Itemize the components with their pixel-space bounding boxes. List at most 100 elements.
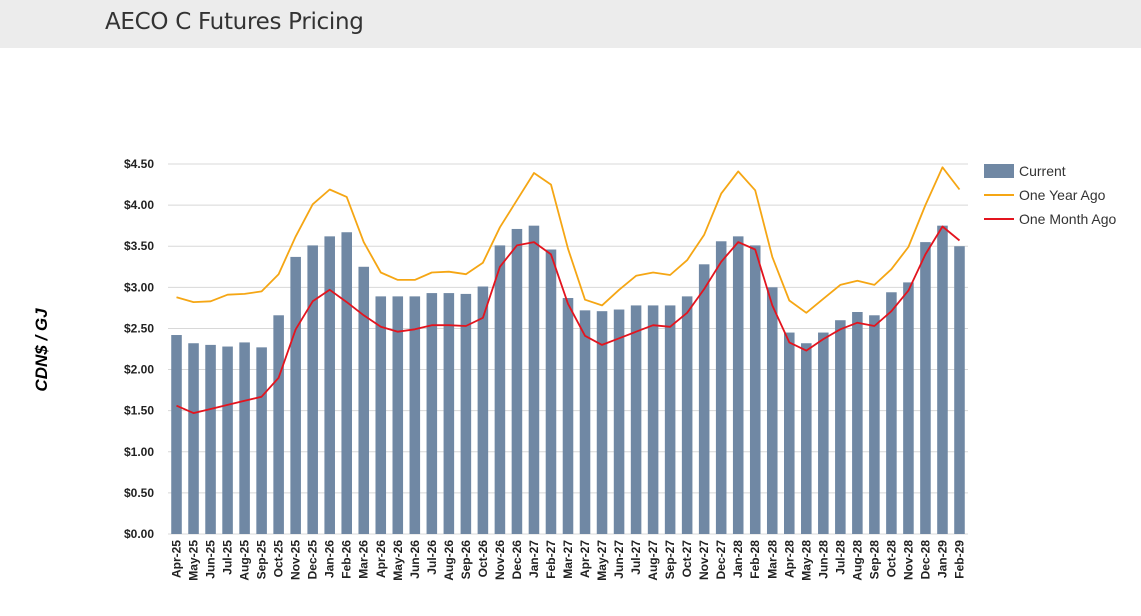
current-bar [324,236,335,534]
price-lines [176,166,961,415]
current-bar [477,286,489,534]
current-bar [205,344,216,534]
current-bar [766,287,778,534]
current-bar [664,305,676,534]
x-tick-label: Sep-25 [255,540,269,580]
x-tick-label: Apr-27 [578,540,592,578]
current-bar [920,242,931,534]
current-bar [886,292,897,534]
x-axis: Apr-25 May-25 Jun-25 Jul-25 Aug-25 Sep-25 Oct-… [170,540,967,581]
y-tick-label: $1.00 [124,445,154,459]
x-tick-label: Jun-27 [612,540,626,579]
x-tick-label: Jan-28 [731,540,745,578]
current-bar [409,296,421,534]
current-bar [528,225,540,534]
x-tick-label: May-28 [799,540,813,581]
x-tick-label: Feb-29 [952,540,966,579]
y-tick-label: $1.50 [124,404,154,418]
x-tick-label: Sep-27 [663,540,677,580]
current-bar [784,332,795,534]
x-tick-label: Nov-27 [697,540,711,580]
y-axis: $0.00 $0.50 $1.00 $1.50 $2.00 $2.50 $3.00 $3.50… [124,157,154,541]
x-tick-label: Oct-28 [884,540,898,578]
legend-label: One Month Ago [1019,211,1117,227]
x-tick-label: Aug-28 [850,540,864,581]
x-tick-label: May-25 [187,540,201,581]
x-tick-label: Jan-27 [527,540,541,578]
current-bar [188,343,199,534]
y-tick-label: $3.50 [124,239,154,253]
x-tick-label: Oct-26 [476,540,490,578]
current-bar [222,346,233,534]
current-bar [358,266,370,534]
y-tick-label: $2.50 [124,321,154,335]
current-bar [801,343,812,534]
x-tick-label: Feb-27 [544,540,558,579]
x-tick-label: Feb-26 [340,540,354,579]
legend-swatch-current [984,164,1014,178]
current-bar [698,264,710,534]
x-tick-label: Oct-25 [272,540,286,578]
current-bar [835,320,846,534]
x-tick-label: Jun-26 [408,540,422,579]
x-tick-label: Apr-26 [374,540,388,578]
x-tick-label: Feb-28 [748,540,762,579]
current-bar [852,312,863,534]
current-bar [749,245,761,534]
current-bar [239,342,250,534]
legend-label: Current [1019,163,1066,179]
current-bar [426,293,438,534]
x-tick-label: Apr-25 [170,540,184,578]
current-bar [818,332,829,534]
current-bar [613,309,625,534]
x-tick-label: Nov-25 [289,540,303,580]
current-bar [290,256,301,534]
current-bar [562,298,574,534]
x-tick-label: May-26 [391,540,405,581]
y-axis-label: CDN$ / GJ [32,308,51,392]
x-tick-label: Nov-28 [901,540,915,580]
x-tick-label: Sep-26 [459,540,473,580]
page-title: AECO C Futures Pricing [105,9,364,35]
y-tick-label: $0.50 [124,486,154,500]
x-tick-label: Dec-27 [714,540,728,580]
current-bar [307,245,318,534]
x-tick-label: Oct-27 [680,540,694,578]
x-tick-label: Jul-28 [833,540,847,575]
current-bar [443,293,455,534]
x-tick-label: Mar-27 [561,540,575,579]
x-tick-label: Mar-26 [357,540,371,579]
current-bar [715,241,727,535]
x-tick-label: Nov-26 [493,540,507,580]
current-bar [511,228,523,534]
one-month-ago-line [176,225,961,415]
page-header: AECO C Futures Pricing [0,0,1141,48]
x-tick-label: Aug-27 [646,540,660,581]
y-tick-label: $4.00 [124,198,154,212]
x-tick-label: Dec-28 [918,540,932,580]
current-bar [341,232,352,534]
x-tick-label: May-27 [595,540,609,581]
current-bar [273,315,284,534]
x-tick-label: Dec-26 [510,540,524,580]
x-tick-label: Apr-28 [782,540,796,578]
current-bar [494,245,506,534]
y-tick-label: $0.00 [124,527,154,541]
y-tick-label: $3.00 [124,280,154,294]
current-bar [869,315,880,534]
x-tick-label: Jun-25 [204,540,218,579]
x-tick-label: Aug-26 [442,540,456,581]
legend-label: One Year Ago [1019,187,1106,203]
current-bars [171,225,965,535]
x-tick-label: Jul-26 [425,540,439,575]
current-bar [903,282,914,534]
current-bar [256,347,267,534]
current-bar [647,305,659,534]
x-tick-label: Aug-25 [238,540,252,581]
current-bar [392,296,404,534]
current-bar [630,305,642,534]
x-tick-label: Jun-28 [816,540,830,579]
chart-legend: Current One Year Ago One Month Ago [984,163,1117,227]
x-tick-label: Jan-29 [935,540,949,578]
